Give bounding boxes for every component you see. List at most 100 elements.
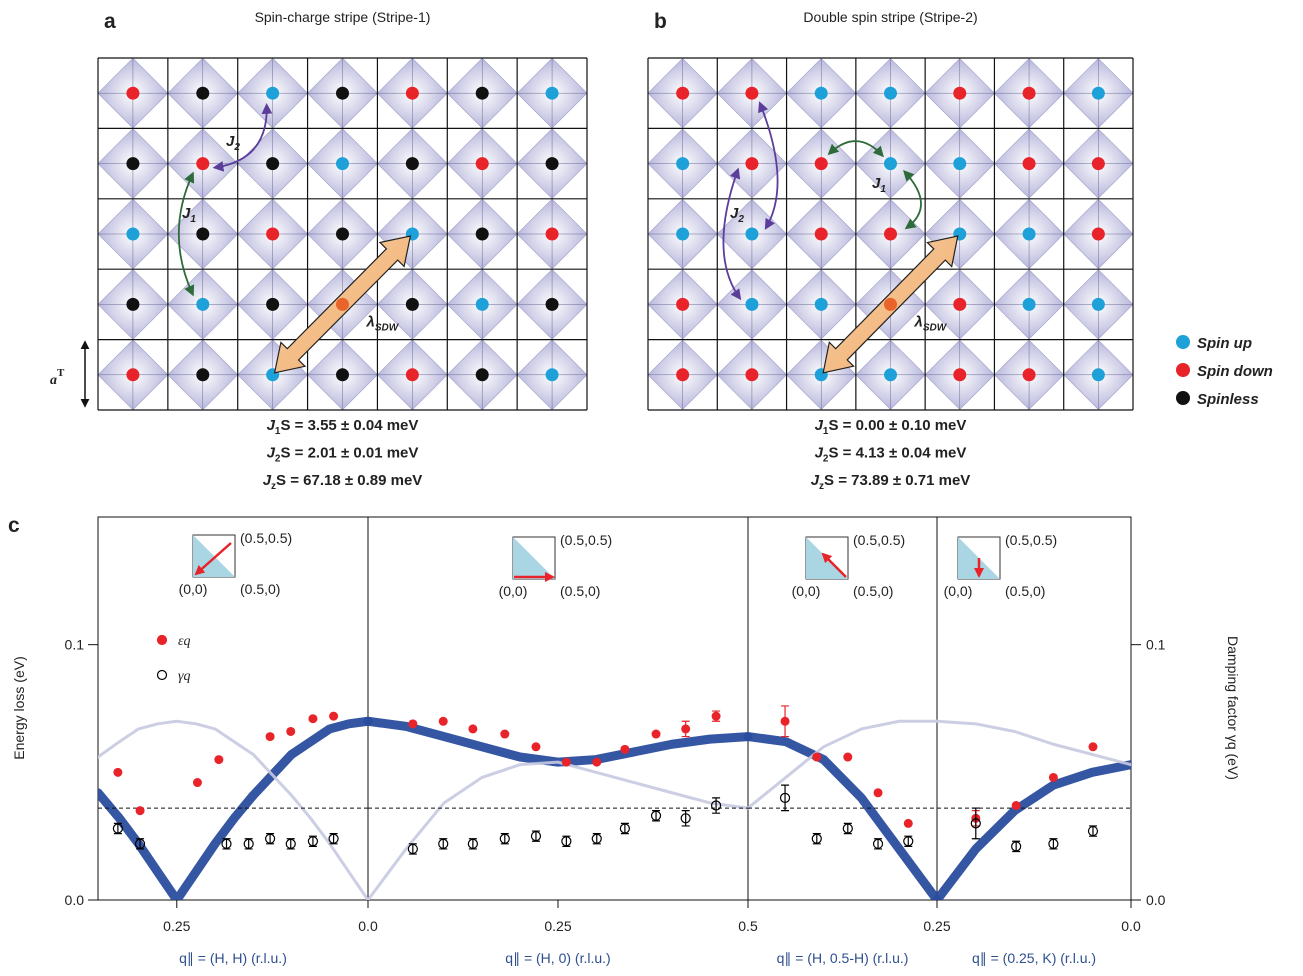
subscript: SDW xyxy=(375,322,400,333)
parameter: J2S = 4.13 ± 0.04 meV xyxy=(815,445,967,465)
damping-point xyxy=(467,838,478,849)
lattice-constant: aT xyxy=(50,367,65,388)
parameter: JzS = 67.18 ± 0.89 meV xyxy=(263,472,423,492)
spin-site xyxy=(1091,368,1105,382)
energy-point xyxy=(1011,801,1021,811)
panel-title: Spin-charge stripe (Stripe-1) xyxy=(255,9,431,25)
spin-site xyxy=(475,157,489,171)
exchange-arrow xyxy=(177,171,195,297)
spin-site xyxy=(336,227,349,241)
spin-site xyxy=(1091,227,1105,241)
exchange-arrow xyxy=(212,103,273,172)
error-bar xyxy=(904,835,913,847)
spin-site xyxy=(126,157,140,171)
y2-axis-label: Damping factor γq (eV) xyxy=(1225,636,1241,780)
energy-point xyxy=(1088,742,1098,752)
spin-site xyxy=(745,157,759,171)
subscript: 2 xyxy=(275,454,281,465)
energy-point xyxy=(681,724,691,734)
damping-point xyxy=(1048,838,1059,849)
spin-site xyxy=(814,227,828,241)
x-axis-label: q∥ = (H, 0) (r.l.u.) xyxy=(505,950,610,966)
inset-label: (0.5,0.5) xyxy=(1005,532,1057,548)
spin-site xyxy=(676,368,690,382)
spin-site xyxy=(196,86,210,100)
energy-point xyxy=(500,729,510,739)
text: S = 73.89 ± 0.71 meV xyxy=(824,472,970,489)
damping-point xyxy=(779,792,791,803)
error-bar xyxy=(113,822,122,835)
x-tick-label: 0.5 xyxy=(738,918,758,934)
spin-site xyxy=(545,368,559,382)
energy-point xyxy=(812,752,822,762)
spin-site xyxy=(266,157,280,171)
energy-point xyxy=(214,755,224,765)
error-bar xyxy=(266,833,275,845)
spin-site xyxy=(126,86,140,100)
spin-site xyxy=(475,227,489,241)
superscript: T xyxy=(57,367,65,379)
error-bar xyxy=(308,835,317,847)
energy-point xyxy=(113,767,123,777)
text: S = 0.00 ± 0.10 meV xyxy=(828,417,966,434)
energy-point xyxy=(620,744,630,754)
legend-label: Spinless xyxy=(1197,391,1259,408)
symbol: λ xyxy=(366,313,375,330)
spin-site xyxy=(196,297,210,311)
energy-point xyxy=(873,788,883,798)
spin-site xyxy=(953,297,967,311)
parameter: J1S = 0.00 ± 0.10 meV xyxy=(815,417,967,437)
energy-point xyxy=(265,732,275,742)
spin-site xyxy=(266,297,280,311)
spin-site xyxy=(405,157,419,171)
text: S = 3.55 ± 0.04 meV xyxy=(280,417,418,434)
spin-site xyxy=(814,157,828,171)
spin-site xyxy=(475,297,489,311)
inset-path xyxy=(194,542,232,576)
damping-point xyxy=(872,838,884,849)
legend-marker xyxy=(156,634,168,646)
x-tick-label: 0.25 xyxy=(923,918,950,934)
spin-site xyxy=(953,86,967,100)
dispersion-curve xyxy=(932,760,1131,900)
spin-site xyxy=(676,297,690,311)
exchange-arrow xyxy=(758,101,779,230)
error-bar xyxy=(681,810,690,827)
energy-point xyxy=(780,716,790,726)
energy-point xyxy=(329,711,339,721)
spin-site xyxy=(676,157,690,171)
x-tick-label: 0.0 xyxy=(358,918,378,934)
inset-label: (0.5,0) xyxy=(240,581,280,597)
panel-label: c xyxy=(8,514,20,537)
legend-dot xyxy=(1176,363,1190,377)
energy-point xyxy=(843,752,853,762)
damping-point xyxy=(407,843,418,855)
damping-point xyxy=(264,833,276,844)
spin-site xyxy=(405,86,419,100)
energy-point xyxy=(308,714,318,724)
spin-site xyxy=(545,86,559,100)
center-site xyxy=(884,297,897,311)
damping-point xyxy=(811,833,822,844)
x-tick-label: 0.25 xyxy=(544,918,571,934)
inset-label: (0.5,0) xyxy=(560,583,600,599)
dispersion-curve xyxy=(746,719,939,810)
symbol: J xyxy=(263,472,272,489)
exchange-arrow xyxy=(903,170,922,230)
y-tick-label: 0.1 xyxy=(65,637,85,653)
spin-site xyxy=(745,86,759,100)
error-bar xyxy=(781,784,790,812)
spin-site xyxy=(1091,86,1105,100)
legend-marker xyxy=(156,669,168,681)
subscript: z xyxy=(819,481,824,492)
y-tick-label: 0.0 xyxy=(65,892,85,908)
damping-point xyxy=(1087,825,1099,837)
spin-site xyxy=(545,297,559,311)
damping-point xyxy=(619,823,630,834)
error-bar xyxy=(874,838,883,850)
error-bar xyxy=(1088,825,1097,837)
damping-point xyxy=(438,838,449,849)
spin-site xyxy=(266,227,280,241)
error-bar xyxy=(971,807,980,840)
symbol: J xyxy=(811,472,820,489)
